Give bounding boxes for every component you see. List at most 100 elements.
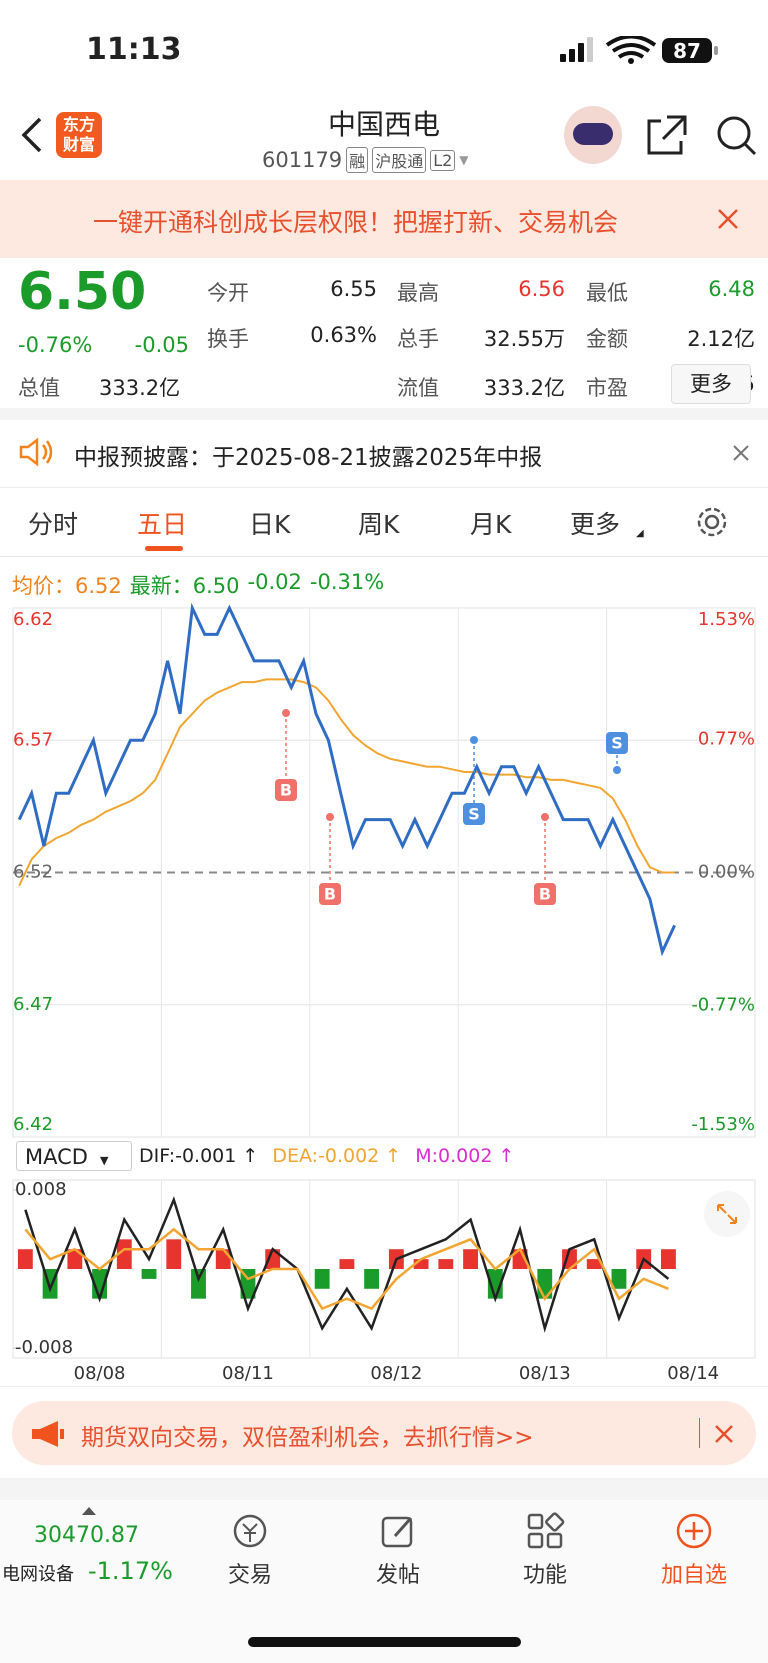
close[interactable] — [714, 1424, 734, 1444]
field-value: 32.55万 — [483, 327, 565, 351]
y2-tick-label: 0.77% — [698, 728, 755, 749]
dif: DIF:-0.001 ↑ — [139, 1145, 259, 1167]
banner-text: 一键开通科创成长层权限！把握打新、交易机会 — [93, 208, 619, 237]
dropdown: ◢ — [636, 528, 644, 539]
separator — [699, 1418, 700, 1448]
stock-name: 中国西电 — [327, 108, 440, 141]
avatar[interactable] — [564, 106, 622, 164]
indicator-select[interactable]: MACD ▼ — [16, 1141, 132, 1171]
y-tick-label: 6.47 — [13, 994, 53, 1015]
ad-text: 期货双向交易，双倍盈利机会，去抓行情>> — [81, 1425, 534, 1451]
macd-bar — [314, 1269, 330, 1289]
indicator-name: MACD — [25, 1145, 88, 1169]
y-tick-label: 6.62 — [13, 609, 53, 630]
field-value: 333.2亿 — [483, 376, 565, 400]
more-button[interactable]: 更多 — [671, 364, 751, 404]
dea: DEA:-0.002 ↑ — [272, 1145, 402, 1167]
divider — [0, 408, 768, 420]
index-value: 30470.87 — [34, 1523, 139, 1548]
tab[interactable]: 五日 — [137, 510, 188, 539]
macd-bar — [611, 1269, 627, 1289]
settings[interactable] — [695, 505, 729, 539]
field-label: 市盈 — [586, 376, 628, 400]
label: 均价： — [12, 574, 75, 598]
y-tick-label: 0.008 — [15, 1179, 67, 1200]
avg-line — [18, 678, 675, 887]
tab[interactable]: 分时 — [28, 510, 79, 539]
marker-label: B — [539, 885, 551, 904]
macd-bar — [339, 1259, 355, 1269]
field-label: 换手 — [207, 327, 249, 351]
divider — [0, 556, 768, 557]
field-value: 6.56 — [518, 277, 565, 301]
back[interactable] — [16, 115, 46, 155]
y-tick-label: 6.52 — [13, 862, 53, 883]
y2-tick-label: 0.00% — [698, 862, 755, 883]
price-line — [17, 602, 676, 957]
macd-bar — [413, 1259, 429, 1269]
marker-badge — [319, 883, 341, 905]
tab[interactable]: 日K — [249, 510, 291, 539]
marker-badge — [534, 883, 556, 905]
divider — [0, 487, 768, 488]
change-pct: -0.31% — [309, 570, 385, 594]
legend: 均价：6.52 最新：6.50 -0.02 -0.31% — [12, 570, 384, 600]
header-icons — [647, 115, 757, 156]
x-tick-label: 08/08 — [74, 1363, 126, 1384]
marker-label: B — [280, 781, 292, 800]
change-pct: -0.76% — [18, 333, 93, 357]
x-tick-label: 08/14 — [667, 1363, 719, 1384]
close[interactable] — [716, 207, 740, 231]
banner[interactable] — [0, 180, 768, 258]
search[interactable] — [717, 116, 751, 150]
field-value: 0.63% — [310, 323, 377, 347]
field-label: 金额 — [586, 327, 628, 351]
tab[interactable]: 月K — [470, 510, 512, 539]
avg-label: 均价：6.52 — [12, 570, 122, 600]
nav-icon[interactable] — [379, 1512, 419, 1556]
dif-line — [24, 1196, 670, 1333]
nav-label[interactable]: 功能 — [522, 1563, 567, 1588]
field-label: 最高 — [397, 281, 439, 305]
sector-change: -1.17% — [88, 1557, 173, 1585]
tab[interactable]: 更多 — [570, 510, 621, 539]
nav-label[interactable]: 发帖 — [375, 1563, 420, 1588]
tag: L2 — [430, 149, 456, 171]
nav-icon[interactable] — [675, 1512, 715, 1556]
macd-bar — [463, 1249, 478, 1269]
expand[interactable] — [704, 1191, 750, 1237]
close[interactable] — [732, 444, 750, 462]
field-label: 流值 — [397, 376, 439, 400]
share[interactable] — [647, 115, 687, 155]
marker-dot — [326, 813, 334, 821]
x-tick-label: 08/11 — [222, 1363, 274, 1384]
y-tick-label: -0.008 — [15, 1337, 73, 1358]
macd-bar — [265, 1249, 281, 1269]
time: 11:13 — [86, 32, 182, 67]
logo-line: 财富 — [62, 135, 95, 154]
field-value: 6.55 — [330, 277, 377, 301]
y2-tick-label: -1.53% — [691, 1114, 755, 1135]
y2-tick-label: -0.77% — [691, 995, 755, 1016]
y-tick-label: 6.42 — [13, 1114, 53, 1135]
speaker — [19, 437, 53, 467]
nav-icon[interactable] — [526, 1512, 566, 1556]
macd-bar — [166, 1239, 182, 1269]
nav-icon[interactable] — [231, 1512, 271, 1556]
macd-bar — [364, 1269, 380, 1289]
macd-bar — [67, 1249, 83, 1269]
tag: 融 — [346, 147, 369, 173]
logo-line: 东方 — [62, 115, 95, 134]
chart: 6.62 6.57 6.52 6.47 6.42 1.53% 0.77% 0.00% -0.77… — [12, 602, 756, 1384]
marker-badge — [606, 732, 628, 754]
field-label: 总值 — [18, 376, 60, 400]
tab[interactable]: 周K — [358, 510, 400, 539]
nav-label[interactable]: 加自选 — [660, 1563, 727, 1588]
nav-label[interactable]: 交易 — [227, 1563, 272, 1588]
dea-line — [24, 1227, 669, 1311]
ad-banner[interactable] — [12, 1401, 756, 1465]
up-arrow — [82, 1507, 96, 1515]
latest: 最新：6.50 — [130, 570, 240, 600]
tag: 沪股通 — [372, 147, 427, 173]
macd-bar — [438, 1259, 454, 1269]
